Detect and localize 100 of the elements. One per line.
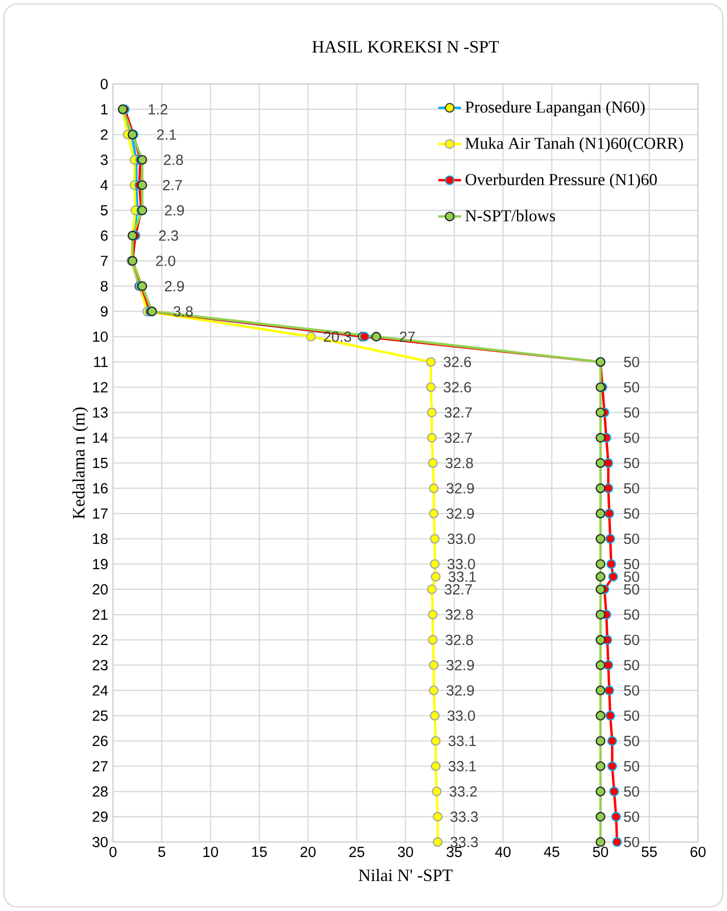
y-tick-label: 8 [100,280,108,292]
data-label: 50 [624,558,640,570]
y-tick-label: 29 [92,812,108,822]
y-tick-label: 20 [92,584,108,595]
x-tick-label: 50 [592,846,608,858]
x-tick-label: 35 [446,846,462,858]
data-label: 50 [624,786,640,797]
y-tick-label: 7 [100,256,108,266]
data-label: 33.0 [448,558,475,570]
data-label: 50 [624,458,640,468]
data-label: 33.1 [448,572,476,582]
x-tick-label: 0 [109,846,116,858]
y-tick-label: 21 [92,610,108,620]
x-tick-label: 15 [252,846,267,857]
data-label: 32.9 [446,483,474,494]
y-tick-label: 22 [92,634,108,645]
y-tick-label: 25 [92,710,108,721]
x-tick-label: 5 [158,846,166,857]
data-label: 50 [624,710,640,721]
y-tick-label: 26 [92,736,108,746]
data-label: 32.7 [444,432,472,443]
data-label: 32.9 [446,508,474,519]
x-tick-label: 55 [642,846,657,857]
data-label: 50 [624,432,640,443]
data-label: 33.0 [448,534,475,544]
data-label: 2.1 [157,129,176,140]
data-label: 32.9 [446,685,474,696]
legend-label: Muka Air Tanah (N1)60(CORR) [465,137,683,152]
data-label: 1.2 [148,104,168,114]
data-label: 32.8 [446,609,473,620]
data-label: 32.6 [444,382,472,392]
data-label: 50 [624,407,640,418]
data-label: 33.1 [448,761,476,772]
y-tick-label: 15 [93,458,108,468]
y-tick-label: 27 [92,761,108,772]
x-tick-label: 20 [300,846,316,858]
y-tick-label: 5 [100,205,108,216]
y-tick-label: 30 [92,836,108,848]
data-label: 50 [624,483,640,494]
x-tick-label: 60 [690,846,706,858]
y-tick-label: 1 [101,104,108,114]
data-label: 50 [624,382,640,392]
data-label: 50 [624,609,640,620]
data-label: 50 [624,356,640,368]
data-label: 50 [624,836,640,848]
y-axis-title: Kedalama n (m) [72,407,88,519]
data-label: 32.8 [446,458,473,468]
data-label: 2.0 [156,256,176,266]
y-tick-label: 12 [93,382,108,392]
data-label: 32.7 [444,407,472,418]
data-label: 2.9 [164,280,184,292]
data-label: 32.7 [444,584,472,595]
y-tick-label: 6 [100,230,108,241]
y-tick-label: 16 [93,483,108,494]
data-label: 33.3 [450,836,478,848]
legend-label: N-SPT/blows [465,210,556,222]
data-label: 32.6 [444,356,472,368]
data-label: 33.0 [448,710,475,721]
data-label: 50 [624,584,640,595]
x-tick-label: 30 [398,846,414,858]
data-label: 50 [624,660,640,670]
x-tick-label: 40 [495,846,511,858]
legend-label: Overburden Pressure (N1)60 [466,173,657,189]
data-label: 50 [624,534,640,544]
data-label: 2.9 [164,205,184,216]
y-tick-label: 10 [93,332,108,342]
y-tick-label: 28 [92,786,108,797]
data-label: 50 [624,508,640,519]
y-tick-label: 11 [94,356,108,367]
y-tick-label: 14 [93,432,108,443]
data-label: 50 [624,634,640,646]
y-tick-label: 18 [93,534,108,544]
x-tick-label: 10 [203,846,218,858]
chart-title: HASIL KOREKSI N -SPT [312,40,499,53]
data-label: 2.3 [159,230,178,241]
y-tick-label: 13 [93,407,108,418]
x-tick-label: 45 [544,846,560,857]
y-tick-label: 3 [100,154,108,166]
data-label: 33.2 [450,786,477,797]
y-tick-label: 24 [92,685,108,696]
y-tick-label: 2 [100,129,108,140]
data-label: 50 [624,736,640,746]
y-tick-label: 23 [92,660,108,670]
data-label: 50 [624,761,640,772]
data-label: 33.3 [450,812,478,822]
data-label: 32.8 [446,634,473,646]
data-label: 2.8 [164,154,183,166]
y-tick-label: 4 [100,180,108,190]
y-tick-label: 0 [100,78,108,90]
x-axis-title: Nilai N' -SPT [358,868,452,882]
data-label: 50 [624,572,640,582]
y-tick-label: 17 [93,508,108,519]
y-tick-label: 9 [100,306,108,317]
data-label: 50 [624,812,640,822]
legend-label: Prosedure Lapangan (N60) [465,100,645,116]
x-tick-label: 25 [349,846,364,858]
data-label: 2.7 [162,180,182,190]
y-tick-label: 19 [93,558,108,570]
data-label: 33.1 [448,736,476,746]
data-label: 32.9 [446,660,474,670]
